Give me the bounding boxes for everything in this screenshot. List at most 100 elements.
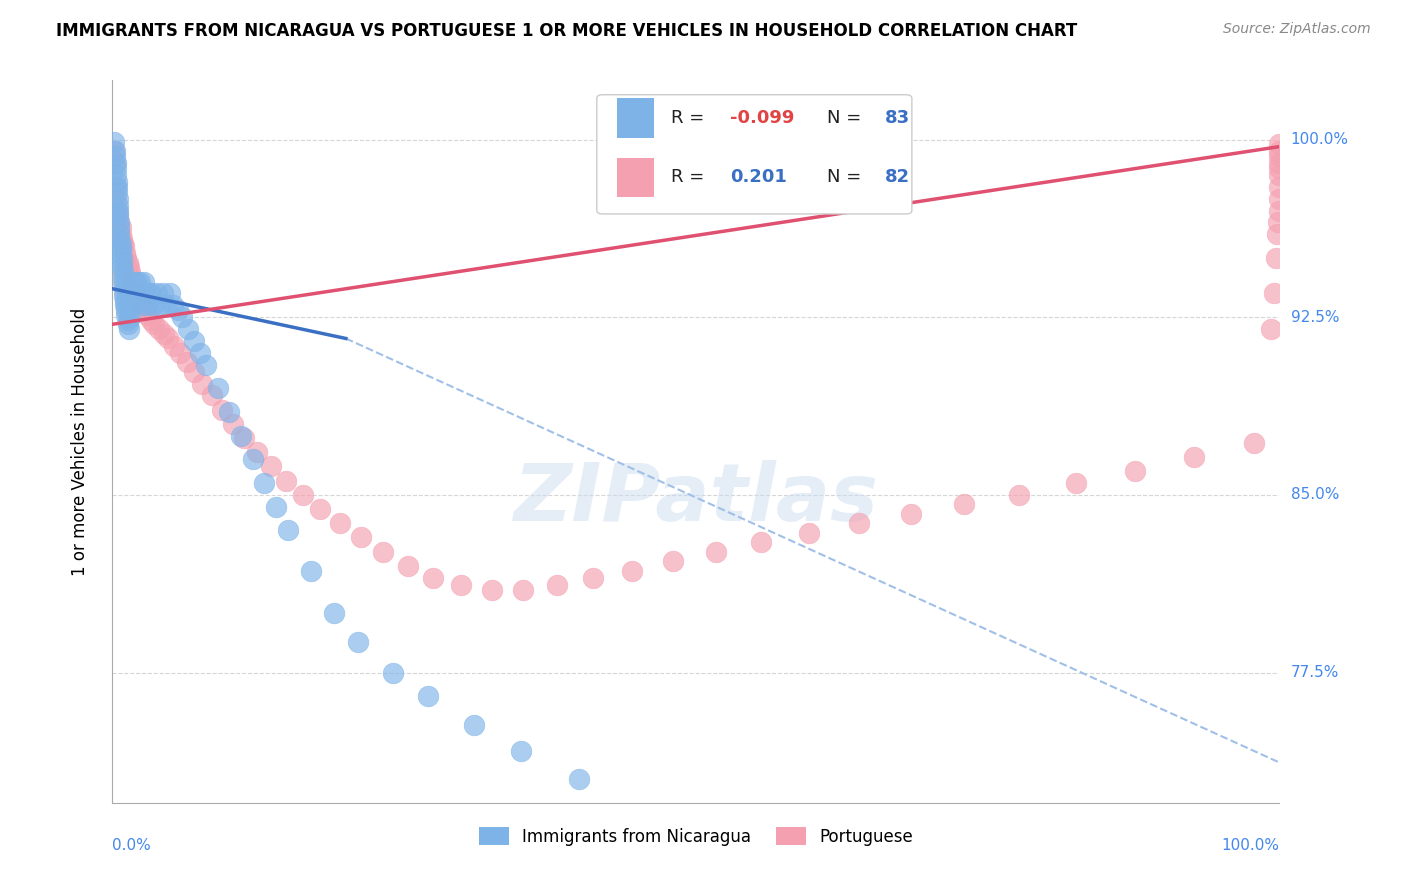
Point bbox=[103, 145, 125, 159]
Text: 100.0%: 100.0% bbox=[1222, 838, 1279, 853]
Point bbox=[148, 322, 170, 336]
Point bbox=[177, 322, 200, 336]
Point bbox=[166, 303, 188, 318]
Point bbox=[121, 286, 143, 301]
Point bbox=[253, 475, 276, 490]
Text: 82: 82 bbox=[884, 169, 910, 186]
Point bbox=[183, 365, 205, 379]
Point bbox=[104, 156, 127, 170]
Point bbox=[111, 255, 134, 269]
Point bbox=[848, 516, 870, 531]
Point bbox=[110, 220, 132, 235]
FancyBboxPatch shape bbox=[617, 98, 654, 138]
Point bbox=[1268, 192, 1291, 206]
Point bbox=[246, 445, 269, 459]
Point bbox=[207, 381, 229, 395]
Point bbox=[104, 168, 127, 182]
Point bbox=[1182, 450, 1205, 464]
Point bbox=[104, 149, 127, 163]
Point bbox=[163, 338, 186, 352]
Point bbox=[900, 507, 922, 521]
Point bbox=[229, 428, 252, 442]
Point bbox=[120, 298, 142, 312]
Point bbox=[103, 135, 125, 149]
Point bbox=[111, 265, 134, 279]
Point bbox=[112, 279, 135, 293]
Point bbox=[125, 286, 148, 301]
Point bbox=[112, 239, 135, 253]
Point bbox=[416, 689, 439, 703]
Point bbox=[512, 582, 534, 597]
Point bbox=[121, 275, 143, 289]
Text: R =: R = bbox=[672, 109, 710, 128]
Point bbox=[749, 535, 772, 549]
Point bbox=[172, 310, 194, 325]
Point bbox=[176, 355, 198, 369]
Point bbox=[221, 417, 243, 431]
Point bbox=[183, 334, 205, 348]
Point bbox=[107, 203, 129, 218]
Point bbox=[1268, 137, 1291, 152]
Point bbox=[111, 269, 134, 284]
Point bbox=[111, 260, 134, 275]
Point bbox=[1243, 435, 1265, 450]
Point bbox=[125, 284, 148, 298]
Point bbox=[953, 497, 976, 511]
Point bbox=[188, 345, 211, 359]
Point bbox=[114, 246, 136, 260]
Text: 0.201: 0.201 bbox=[730, 169, 787, 186]
Point bbox=[111, 275, 134, 289]
Point bbox=[1267, 215, 1289, 229]
Point bbox=[211, 402, 233, 417]
Point bbox=[110, 242, 132, 256]
Text: IMMIGRANTS FROM NICARAGUA VS PORTUGUESE 1 OR MORE VEHICLES IN HOUSEHOLD CORRELAT: IMMIGRANTS FROM NICARAGUA VS PORTUGUESE … bbox=[56, 22, 1077, 40]
Point bbox=[110, 227, 132, 242]
Point bbox=[111, 251, 134, 265]
Point bbox=[291, 488, 314, 502]
Point bbox=[450, 578, 472, 592]
Point bbox=[122, 286, 145, 301]
Point bbox=[299, 564, 322, 578]
Point bbox=[704, 544, 727, 558]
Point bbox=[107, 208, 129, 222]
Point bbox=[132, 298, 155, 312]
Point bbox=[1265, 251, 1288, 265]
Point bbox=[422, 571, 444, 585]
Point bbox=[191, 376, 214, 391]
Point bbox=[108, 215, 131, 229]
Point bbox=[111, 236, 134, 251]
Point bbox=[108, 227, 131, 242]
Point bbox=[1263, 286, 1285, 301]
Point bbox=[169, 345, 191, 359]
Point bbox=[142, 298, 165, 312]
Point bbox=[122, 298, 145, 312]
Point bbox=[136, 298, 159, 312]
Point bbox=[350, 531, 373, 545]
Point bbox=[152, 286, 174, 301]
Text: R =: R = bbox=[672, 169, 710, 186]
Point bbox=[1268, 149, 1291, 163]
Text: 83: 83 bbox=[884, 109, 910, 128]
Point bbox=[108, 215, 131, 229]
Point bbox=[105, 175, 128, 189]
Point bbox=[115, 308, 138, 322]
Point bbox=[155, 298, 177, 312]
Point bbox=[157, 331, 180, 345]
Point bbox=[242, 452, 264, 467]
Point bbox=[1268, 203, 1291, 218]
Point bbox=[104, 192, 127, 206]
Point bbox=[105, 203, 128, 218]
Text: -0.099: -0.099 bbox=[730, 109, 794, 128]
Point bbox=[129, 275, 152, 289]
Point bbox=[110, 246, 132, 260]
Point bbox=[139, 286, 162, 301]
Point bbox=[104, 180, 127, 194]
FancyBboxPatch shape bbox=[596, 95, 912, 214]
Point bbox=[329, 516, 352, 531]
Point bbox=[201, 388, 224, 402]
Text: 85.0%: 85.0% bbox=[1291, 487, 1339, 502]
Point bbox=[108, 232, 131, 246]
Point bbox=[546, 578, 568, 592]
Point bbox=[108, 220, 131, 235]
Point bbox=[105, 180, 128, 194]
